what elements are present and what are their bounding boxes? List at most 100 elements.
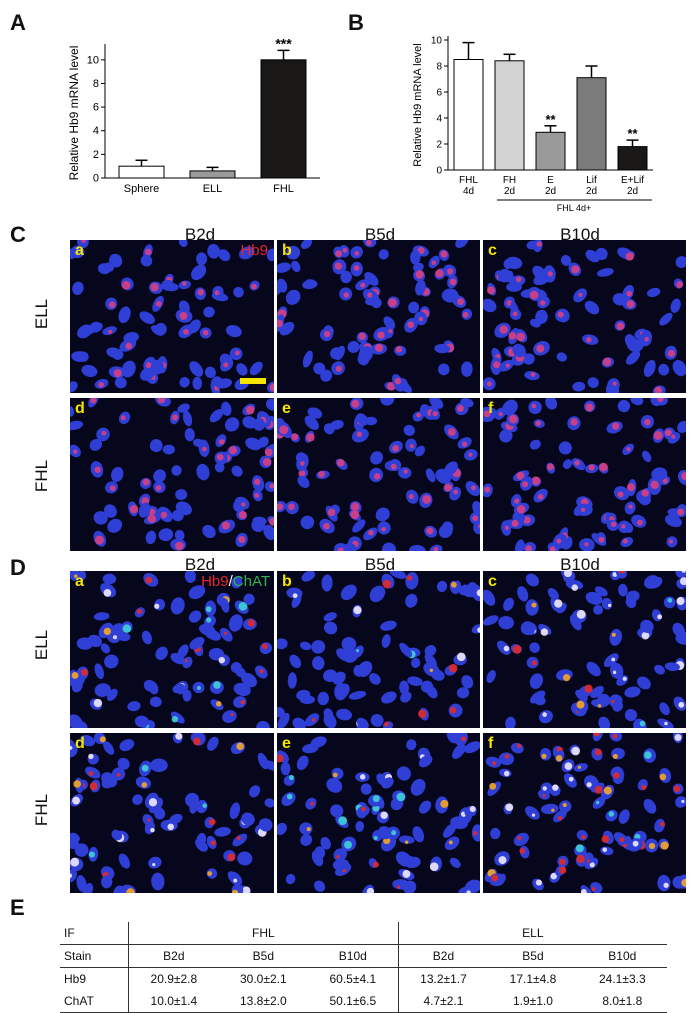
hb9-signal	[300, 461, 305, 466]
stain-signal	[678, 701, 685, 708]
stain-signal	[542, 712, 547, 717]
stain-signal	[611, 657, 616, 662]
hb9-signal	[388, 329, 393, 334]
stain-signal	[373, 861, 379, 868]
nucleus	[93, 511, 108, 525]
bar	[189, 170, 236, 179]
stain-signal	[641, 631, 650, 640]
hb9-signal	[387, 382, 396, 391]
hb9-signal	[508, 331, 517, 340]
stain-signal	[557, 815, 563, 821]
stain-signal	[74, 574, 78, 578]
hb9-signal	[446, 268, 454, 275]
hb9-signal	[234, 350, 240, 356]
nucleus	[642, 450, 652, 463]
stain-signal	[562, 803, 567, 808]
nucleus	[486, 670, 496, 684]
nucleus	[594, 586, 608, 597]
hb9-signal	[350, 510, 360, 520]
stain-signal	[355, 649, 360, 653]
nucleus	[560, 254, 572, 266]
stain-signal	[602, 847, 608, 853]
stain-signal	[384, 721, 389, 727]
stain-signal	[141, 782, 148, 788]
hb9-signal	[585, 403, 594, 412]
nucleus	[618, 809, 630, 824]
nucleus	[675, 571, 686, 579]
d-stain-label: Hb9/ChAT	[201, 573, 270, 590]
nucleus	[178, 240, 188, 248]
hb9-signal	[155, 300, 162, 307]
nucleus	[442, 823, 457, 838]
panel-letter-c: C	[10, 222, 26, 247]
stain-signal	[205, 606, 212, 613]
stain-signal	[71, 672, 79, 679]
nucleus	[228, 614, 243, 632]
hb9-signal	[197, 289, 204, 296]
hb9-signal	[462, 441, 468, 447]
nucleus	[94, 663, 105, 680]
nucleus	[483, 615, 499, 626]
stain-signal	[491, 874, 499, 882]
stain-signal	[418, 709, 427, 719]
nucleus	[562, 459, 573, 469]
nucleus	[405, 593, 418, 608]
hb9-signal	[403, 469, 408, 474]
hb9-signal	[433, 546, 439, 551]
nucleus	[617, 399, 631, 413]
group-label: FHL 4d+	[557, 203, 591, 213]
table-cell: 13.8±2.0	[240, 994, 287, 1008]
hb9-signal	[549, 546, 556, 551]
nucleus	[132, 794, 143, 805]
stain-signal	[540, 628, 549, 636]
nucleus	[545, 398, 558, 410]
nucleus	[220, 597, 230, 613]
nucleus	[399, 642, 413, 658]
stain-signal	[535, 879, 542, 886]
nucleus	[364, 416, 378, 426]
nucleus	[624, 686, 641, 698]
stain-signal	[663, 882, 669, 888]
hb9-signal	[440, 250, 448, 258]
hb9-signal	[628, 504, 633, 509]
nucleus	[277, 822, 287, 835]
c-row-label-ell: ELL	[32, 298, 51, 330]
nucleus	[603, 653, 619, 668]
nucleus	[196, 252, 208, 266]
nucleus	[301, 571, 316, 582]
stain-signal	[603, 786, 612, 795]
y-tick-label: 10	[87, 54, 99, 66]
nucleus	[670, 298, 681, 313]
hb9-signal	[171, 414, 179, 421]
stain-signal	[450, 581, 457, 588]
stain-signal	[681, 878, 686, 887]
stain-signal	[576, 854, 585, 864]
stain-signal	[286, 793, 293, 800]
hb9-signal	[471, 485, 476, 491]
hb9-signal	[415, 270, 424, 279]
d-sub-a: a	[75, 573, 84, 590]
stain-signal	[154, 603, 160, 609]
nucleus	[70, 714, 84, 728]
hb9-signal	[125, 342, 133, 350]
nucleus	[418, 755, 433, 768]
hb9-signal	[94, 466, 101, 473]
nucleus	[529, 673, 544, 689]
bar	[617, 146, 648, 171]
nucleus	[644, 575, 660, 589]
nucleus	[103, 741, 115, 755]
hb9-signal	[531, 403, 537, 409]
table-cell: 24.1±3.3	[599, 972, 646, 986]
hb9-signal	[218, 438, 225, 445]
stain-signal	[93, 698, 103, 708]
nucleus	[412, 826, 424, 843]
nucleus	[630, 398, 644, 406]
nucleus	[127, 701, 141, 712]
panel-letter-d: D	[10, 555, 26, 580]
hb9-signal	[350, 502, 360, 511]
nucleus	[287, 672, 297, 689]
nucleus	[70, 381, 78, 393]
hb9-signal	[366, 240, 372, 246]
category-label: FH	[503, 175, 516, 186]
hb9-signal	[277, 319, 283, 328]
